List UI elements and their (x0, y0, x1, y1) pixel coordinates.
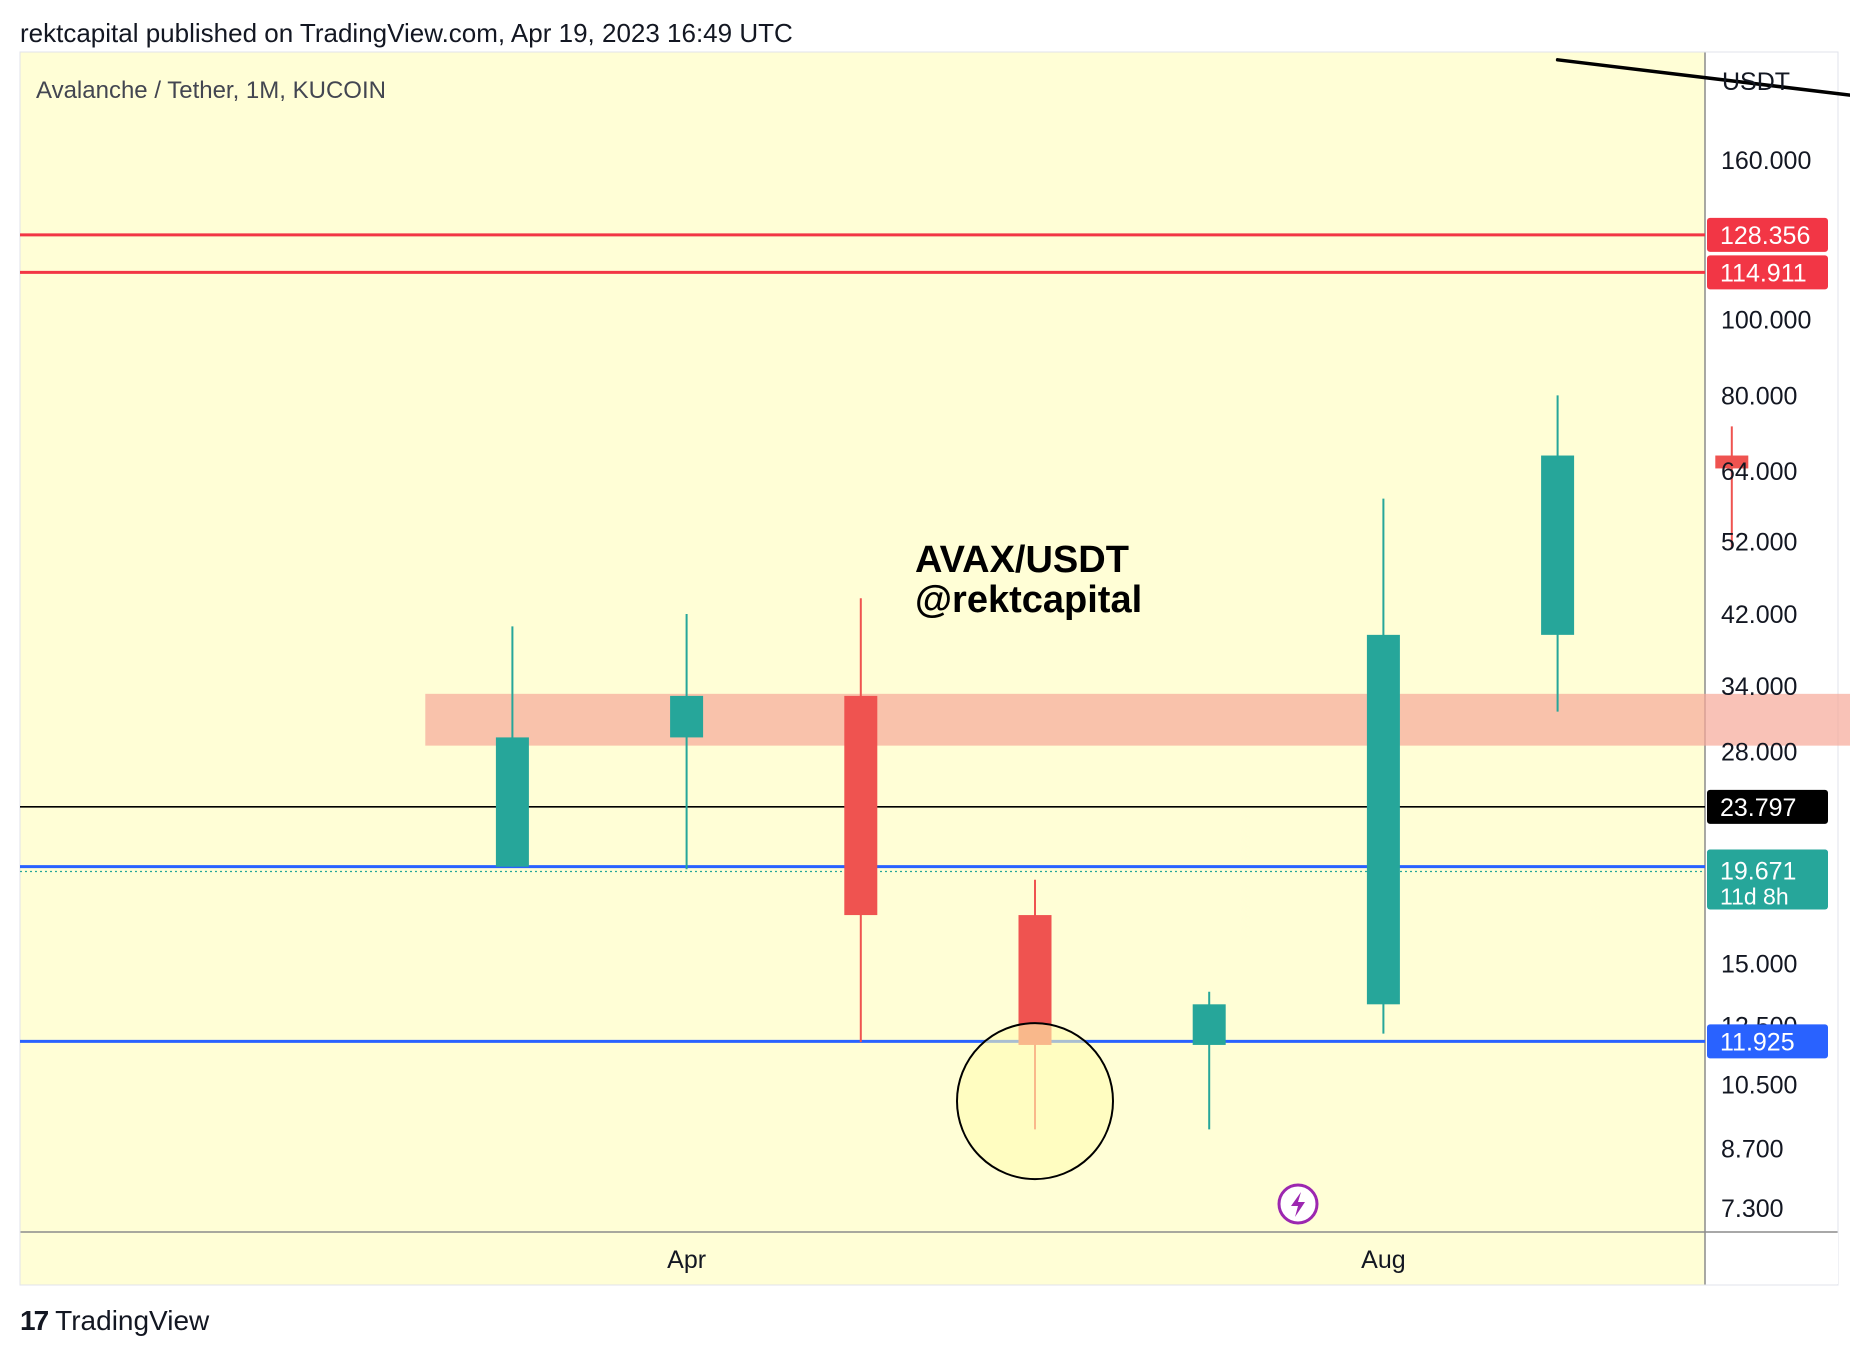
x-tick-1: Aug (1361, 1246, 1405, 1274)
tradingview-logo-icon: 17 (20, 1305, 49, 1336)
y-tick-3: 64.000 (1721, 458, 1797, 486)
zone-0 (425, 693, 1850, 746)
candle-body (1192, 1004, 1226, 1045)
candle-2 (844, 598, 878, 1043)
lightning-icon (1277, 1183, 1319, 1225)
badge-text: 11.925 (1720, 1028, 1795, 1056)
candle-0 (495, 626, 529, 867)
lightning-icon-bolt (1291, 1192, 1305, 1217)
y-tick-6: 34.000 (1721, 673, 1797, 701)
symbol-title: Avalanche / Tether, 1M, KUCOIN (36, 77, 386, 104)
y-tick-7: 28.000 (1721, 739, 1797, 767)
y-tick-12: 7.300 (1721, 1195, 1784, 1223)
y-tick-11: 8.700 (1721, 1135, 1784, 1163)
badge-box (1707, 789, 1828, 824)
highlight-circle-0 (956, 1022, 1114, 1181)
y-tick-2: 80.000 (1721, 382, 1797, 410)
currency-label: USDT (1722, 68, 1790, 96)
badge-text: 128.356 (1720, 222, 1810, 250)
plot-background (20, 52, 1705, 1285)
badge-box (1707, 255, 1828, 290)
candle-6 (1541, 395, 1575, 712)
candle-body (495, 737, 529, 867)
candle-body (1541, 455, 1575, 635)
badge-text: 23.797 (1720, 794, 1796, 822)
badge-box (1707, 849, 1828, 910)
candle-7 (1715, 426, 1749, 549)
y-tick-8: 15.000 (1721, 950, 1797, 978)
price-badge-0: 128.356 (1707, 217, 1828, 252)
y-tick-10: 10.500 (1721, 1072, 1797, 1100)
watermark-line-0: AVAX/USDT (915, 539, 1129, 581)
last-price-value: 19.671 (1720, 857, 1796, 885)
publish-header: rektcapital published on TradingView.com… (20, 18, 793, 48)
watermark-line-1: @rektcapital (915, 579, 1142, 621)
chart-frame (19, 51, 1839, 1286)
y-tick-1: 100.000 (1721, 307, 1811, 335)
x-tick-0: Apr (667, 1246, 706, 1274)
axis-corner (1706, 1233, 1838, 1284)
footer-brand: 17 TradingView (20, 1305, 209, 1337)
price-badge-2: 23.797 (1707, 789, 1828, 824)
price-badge-1: 114.911 (1707, 255, 1828, 290)
candle-body (1715, 455, 1749, 469)
last-price-countdown: 11d 8h (1720, 883, 1789, 909)
badge-text: 114.911 (1720, 259, 1807, 287)
y-tick-5: 42.000 (1721, 601, 1797, 629)
candle-body (1366, 634, 1400, 1005)
y-tick-4: 52.000 (1721, 529, 1797, 557)
badge-box (1707, 1024, 1828, 1059)
candle-5 (1366, 498, 1400, 1034)
candle-1 (670, 614, 704, 870)
candle-body (844, 695, 878, 916)
y-tick-0: 160.000 (1721, 147, 1811, 175)
price-badge-4: 11.925 (1707, 1024, 1828, 1059)
badge-box (1707, 217, 1828, 252)
brand-name: TradingView (55, 1305, 210, 1336)
candle-body (670, 695, 704, 738)
candle-4 (1192, 991, 1226, 1130)
